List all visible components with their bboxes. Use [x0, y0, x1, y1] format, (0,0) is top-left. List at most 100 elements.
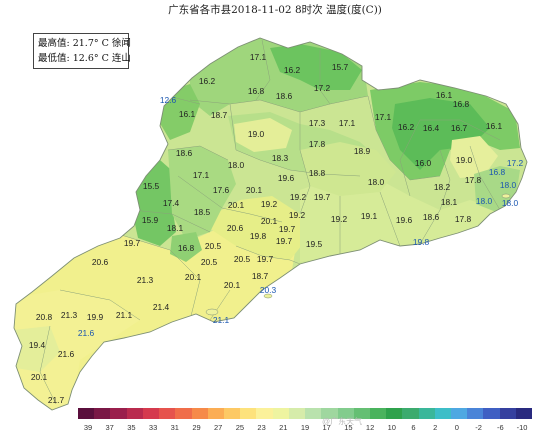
region-southwest-yellow [14, 290, 140, 410]
extremes-info-box: 最高值: 21.7° C 徐闻 最低值: 12.6° C 连山 [33, 33, 131, 69]
temperature-label: 19.7 [123, 238, 141, 248]
temperature-label: 19.7 [275, 236, 293, 246]
temperature-label: 20.5 [200, 257, 218, 267]
region-southwest-pale [14, 326, 60, 372]
temperature-label: 18.0 [227, 160, 245, 170]
legend-tick-label: 19 [300, 423, 310, 432]
temperature-label: 15.5 [142, 181, 160, 191]
temperature-label: 17.8 [454, 214, 472, 224]
temperature-label: 16.0 [414, 158, 432, 168]
temperature-label: 18.3 [271, 153, 289, 163]
temperature-label: 20.1 [184, 272, 202, 282]
temperature-label: 20.8 [35, 312, 53, 322]
temperature-label: 17.2 [313, 83, 331, 93]
legend-swatch [94, 408, 111, 419]
temperature-label: 16.1 [178, 109, 196, 119]
temperature-label: 17.2 [506, 158, 524, 168]
temperature-label: 19.2 [289, 192, 307, 202]
temperature-label: 16.8 [177, 243, 195, 253]
legend-swatch [191, 408, 208, 419]
legend-swatch [499, 408, 516, 419]
legend-tick-label: 12 [365, 423, 375, 432]
temperature-label: 15.9 [141, 215, 159, 225]
region-mid-yellowgreen [300, 142, 396, 196]
legend-tick-label: 29 [192, 423, 201, 432]
legend-color-bar [78, 408, 533, 419]
color-legend: 39 37 35 33 31 29 27 25 23 21 19 17 15 12 10 6 2 0 -2 -6 -10 [78, 408, 533, 436]
temperature-label: 18.9 [353, 146, 371, 156]
legend-tick-label: 37 [105, 423, 114, 432]
temperature-label: 18.6 [175, 148, 193, 158]
temperature-label: 20.1 [227, 200, 245, 210]
temperature-label: 20.1 [245, 185, 263, 195]
temperature-label: 18.0 [501, 198, 519, 208]
region-east-coast-green [474, 166, 520, 212]
temperature-label: 19.7 [313, 192, 331, 202]
temperature-label: 20.5 [204, 241, 222, 251]
legend-swatch [386, 408, 403, 419]
temperature-label: 17.1 [249, 52, 267, 62]
temperature-label: 21.6 [57, 349, 75, 359]
max-value-line: 最高值: 21.7° C 徐闻 [38, 38, 131, 49]
temperature-label: 20.6 [91, 257, 109, 267]
legend-tick-label: 25 [235, 423, 245, 432]
temperature-label: 17.1 [338, 118, 356, 128]
temperature-label: 20.1 [223, 280, 241, 290]
page-title: 广东省各市县2018-11-02 8时次 温度(度(C)) [168, 4, 382, 16]
legend-swatch [207, 408, 224, 419]
temperature-label: 21.7 [47, 395, 65, 405]
temperature-label: 16.1 [435, 90, 453, 100]
county-boundaries [39, 39, 501, 405]
legend-tick-label: 0 [454, 423, 459, 432]
temperature-label: 17.3 [308, 118, 326, 128]
temperature-label: 19.4 [28, 340, 46, 350]
temperature-label: 19.2 [260, 199, 278, 209]
temperature-label: 18.7 [210, 110, 228, 120]
legend-tick-label: -6 [496, 423, 504, 432]
temperature-label: 19.2 [330, 214, 348, 224]
legend-swatch [110, 408, 127, 419]
temperature-label: 16.8 [247, 86, 265, 96]
temperature-label: 17.1 [374, 112, 392, 122]
temperature-label: 15.7 [331, 62, 349, 72]
legend-tick-label: 2 [433, 423, 438, 432]
temperature-label: 21.6 [77, 328, 95, 338]
islands [205, 193, 511, 316]
temperature-label: 19.0 [247, 129, 265, 139]
temperature-label: 19.2 [288, 210, 306, 220]
temperature-label: 19.7 [256, 254, 274, 264]
legend-swatch [78, 408, 95, 419]
legend-swatch [418, 408, 435, 419]
legend-swatch [272, 408, 289, 419]
legend-swatch [402, 408, 419, 419]
temperature-label: 19.0 [455, 155, 473, 165]
legend-swatch [467, 408, 484, 419]
temperature-label: 18.1 [440, 197, 458, 207]
temperature-label: 18.7 [251, 271, 269, 281]
legend-tick-label: 17 [322, 423, 331, 432]
region-center-pale [234, 118, 292, 152]
temperature-label: 18.6 [275, 91, 293, 101]
temperature-label: 21.1 [212, 315, 230, 325]
watermark-text: @广东天气 [322, 417, 363, 426]
legend-swatch [434, 408, 452, 419]
region-northeast-dark [392, 98, 490, 170]
temperature-label: 18.0 [499, 180, 517, 190]
min-value-line: 最低值: 12.6° C 连山 [38, 53, 131, 64]
legend-swatch [288, 408, 306, 419]
legend-swatch [353, 408, 370, 419]
legend-swatch [142, 408, 160, 419]
legend-tick-label: 39 [83, 423, 93, 432]
legend-tick-label: 23 [257, 423, 266, 432]
region-north-green-2 [270, 44, 362, 90]
temperature-label: 17.1 [192, 170, 210, 180]
legend-tick-label: -2 [475, 423, 482, 432]
temperature-label: 18.8 [308, 168, 326, 178]
temperature-label: 17.8 [464, 175, 482, 185]
temperature-label: 19.6 [395, 215, 413, 225]
legend-swatch [369, 408, 387, 419]
legend-swatch [515, 408, 533, 419]
legend-swatch [126, 408, 143, 419]
temperature-label: 19.6 [277, 173, 295, 183]
temperature-label: 20.5 [233, 254, 251, 264]
